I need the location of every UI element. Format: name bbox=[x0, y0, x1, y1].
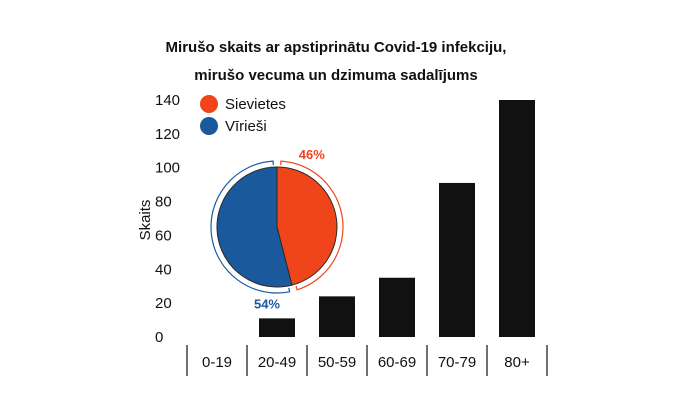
y-tick-label: 80 bbox=[155, 194, 172, 211]
legend-label: Sievietes bbox=[225, 96, 286, 113]
chart-title-line-1: Mirušo skaits ar apstiprinātu Covid-19 i… bbox=[166, 39, 507, 56]
x-tick-label: 70-79 bbox=[438, 354, 476, 371]
y-tick-label: 0 bbox=[155, 329, 163, 346]
x-tick-label: 80+ bbox=[504, 354, 530, 371]
pie-percent-label: 46% bbox=[299, 147, 325, 162]
x-tick-label: 50-59 bbox=[318, 354, 356, 371]
x-tick-label: 60-69 bbox=[378, 354, 416, 371]
bar-60-69 bbox=[379, 277, 415, 337]
pie-slice-0 bbox=[276, 166, 338, 286]
chart-title-line-2: mirušo vecuma un dzimuma sadalījums bbox=[194, 67, 477, 84]
bars-group bbox=[259, 100, 535, 337]
y-tick-label: 140 bbox=[155, 92, 180, 109]
y-tick-label: 40 bbox=[155, 261, 172, 278]
legend-label: Vīrieši bbox=[225, 118, 267, 135]
y-axis-label: Skaits bbox=[137, 200, 154, 241]
legend-swatch bbox=[200, 117, 218, 135]
x-tick-label: 20-49 bbox=[258, 354, 296, 371]
x-tick-label: 0-19 bbox=[202, 354, 232, 371]
legend-swatch bbox=[200, 95, 218, 113]
y-axis-ticks: 0 20 40 60 80 100 120 140 bbox=[155, 92, 180, 346]
bar-50-59 bbox=[319, 296, 355, 337]
pie-bracket-1 bbox=[210, 160, 291, 294]
pie-legend: Sievietes Vīrieši bbox=[200, 95, 286, 135]
bar-80+ bbox=[499, 100, 535, 337]
y-tick-label: 60 bbox=[155, 227, 172, 244]
bar-70-79 bbox=[439, 182, 475, 337]
x-axis: 0-19 20-49 50-59 60-69 70-79 80+ bbox=[186, 345, 548, 376]
pie-chart: 46% 54% bbox=[210, 147, 344, 311]
pie-slice-1 bbox=[216, 166, 293, 288]
y-tick-label: 20 bbox=[155, 295, 172, 312]
pie-percent-label: 54% bbox=[254, 296, 280, 311]
y-tick-label: 100 bbox=[155, 160, 180, 177]
y-tick-label: 120 bbox=[155, 126, 180, 143]
bar-20-49 bbox=[259, 318, 295, 337]
pie-bracket-0 bbox=[280, 160, 344, 291]
